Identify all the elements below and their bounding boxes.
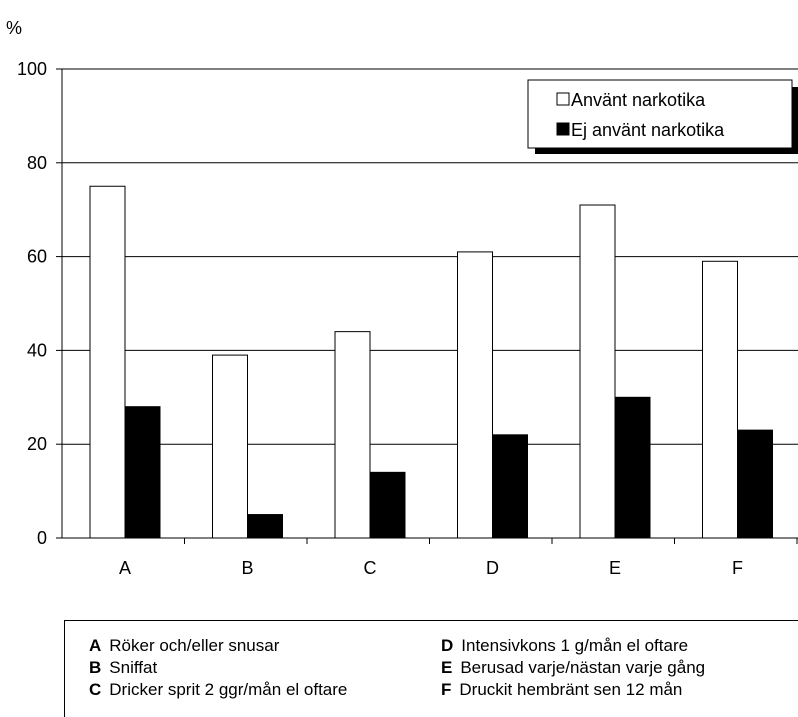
category-key-b: B Sniffat [89,658,157,678]
x-axis-ticks: A B C D E F [119,538,798,578]
bars [89,185,773,539]
category-key-text: Berusad varje/nästan varje gång [460,658,706,677]
category-key-letter: E [441,658,453,677]
bar-not-used-d [492,434,528,539]
y-tick-label: 100 [17,59,47,79]
category-key-a: A Röker och/eller snusar [89,636,279,656]
category-key-d: D Intensivkons 1 g/mån el oftare [441,636,688,656]
x-tick-label: C [364,558,377,578]
category-key-text: Röker och/eller snusar [109,636,280,655]
bar-not-used-f [737,429,773,539]
x-tick-label: D [486,558,499,578]
category-key-text: Dricker sprit 2 ggr/mån el oftare [109,680,348,699]
category-key-text: Intensivkons 1 g/mån el oftare [461,636,689,655]
x-tick-label: E [609,558,621,578]
category-key-letter: F [441,680,452,699]
bar-chart: % 0 20 40 60 80 100 A B C D E F Använt narkotika E… [6,18,798,578]
legend-frame [527,79,793,149]
bar-used-c [334,331,371,539]
legend: Använt narkotika Ej använt narkotika [527,79,798,154]
x-tick-label: F [732,558,743,578]
category-key-text: Sniffat [109,658,158,677]
y-tick-label: 40 [27,340,47,360]
bar-used-f [702,260,738,539]
bar-used-a [89,185,126,539]
bar-used-b [212,354,248,539]
y-tick-label: 60 [27,247,47,267]
bar-used-e [579,204,616,539]
bar-not-used-e [614,396,651,539]
legend-label-not-used: Ej använt narkotika [571,120,725,140]
category-key-letter: D [441,636,454,655]
category-key-e: E Berusad varje/nästan varje gång [441,658,705,678]
bar-not-used-b [247,514,283,539]
category-key-c: C Dricker sprit 2 ggr/mån el oftare [89,680,347,700]
category-key-f: F Druckit hembränt sen 12 mån [441,680,682,700]
x-tick-label: B [241,558,253,578]
legend-label-used: Använt narkotika [571,90,706,110]
y-axis-label: % [6,18,22,38]
x-tick-label: A [119,558,131,578]
category-key-letter: A [89,636,102,655]
bar-not-used-a [124,406,161,539]
y-tick-label: 20 [27,434,47,454]
bar-used-d [457,251,493,539]
y-axis-ticks: 0 20 40 60 80 100 [17,59,62,548]
category-key-letter: C [89,680,102,699]
y-tick-label: 80 [27,153,47,173]
legend-swatch-used [556,92,570,106]
category-key-text: Druckit hembränt sen 12 mån [459,680,683,699]
category-key-letter: B [89,658,102,677]
bar-not-used-c [369,471,406,539]
legend-swatch-not-used [556,122,570,136]
y-tick-label: 0 [37,528,47,548]
category-key: A Röker och/eller snusar B Sniffat C Dricke… [64,620,798,717]
